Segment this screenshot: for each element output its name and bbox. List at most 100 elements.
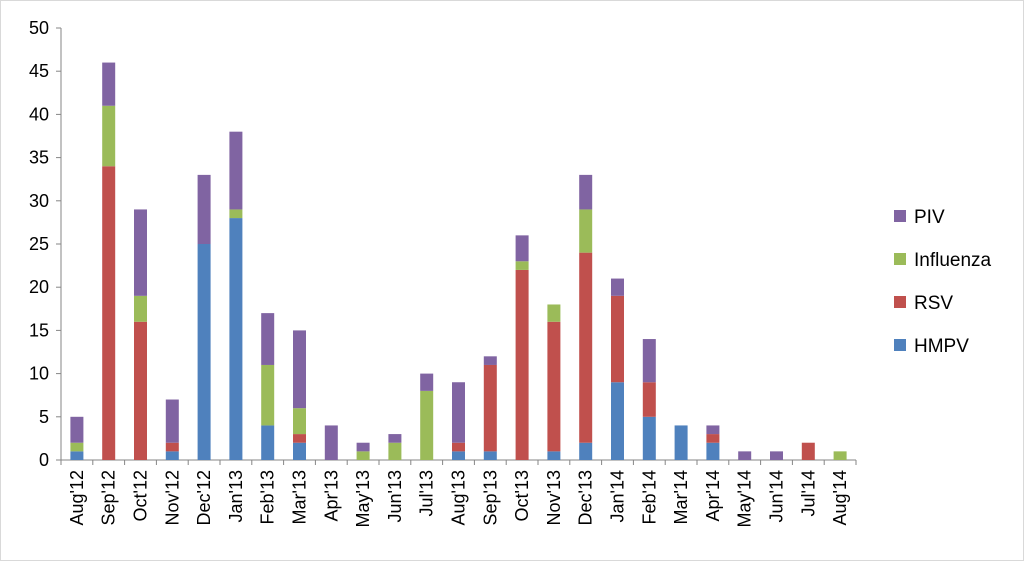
x-tick-label: Aug'14 bbox=[830, 470, 850, 526]
x-tick-label: Dec'13 bbox=[576, 470, 596, 525]
y-tick-label: 50 bbox=[29, 18, 49, 38]
bar-segment-piv bbox=[102, 62, 116, 106]
bar-segment-hmpv bbox=[674, 425, 688, 460]
legend-label-piv: PIV bbox=[914, 207, 945, 228]
x-tick-label: Jun'13 bbox=[385, 470, 405, 522]
bar-segment-rsv bbox=[642, 382, 656, 417]
bar-segment-rsv bbox=[102, 166, 116, 461]
bar-segment-rsv bbox=[611, 295, 624, 383]
y-tick-label: 0 bbox=[39, 450, 49, 470]
x-tick-label: May'13 bbox=[353, 470, 373, 527]
bar-segment-influenza bbox=[134, 295, 147, 322]
bar-segment-hmpv bbox=[579, 442, 593, 460]
bar-segment-piv bbox=[642, 339, 656, 383]
x-tick-label: Sep'13 bbox=[480, 470, 500, 526]
bar-segment-piv bbox=[388, 434, 402, 443]
x-tick-label: Dec'12 bbox=[194, 470, 214, 525]
x-tick-label: Oct'12 bbox=[131, 470, 151, 521]
x-tick-label: May'14 bbox=[735, 470, 755, 527]
bar-segment-hmpv bbox=[197, 244, 211, 460]
x-tick-label: Sep'12 bbox=[99, 470, 119, 526]
bar-segment-piv bbox=[515, 235, 529, 262]
bar-segment-hmpv bbox=[483, 451, 497, 460]
legend-swatch-piv bbox=[894, 210, 906, 222]
y-tick-label: 30 bbox=[29, 191, 49, 211]
bar-segment-influenza bbox=[102, 105, 116, 167]
bar-segment-hmpv bbox=[261, 425, 275, 460]
y-tick-label: 35 bbox=[29, 148, 49, 168]
y-tick-label: 15 bbox=[29, 320, 49, 340]
y-tick-label: 20 bbox=[29, 277, 49, 297]
tick-labels: 0 5 10 15 20 25 30 35 40 45 50 Aug'12 Sep'12 Oct'12 No… bbox=[29, 18, 850, 527]
x-tick-label: Apr'14 bbox=[703, 470, 723, 521]
y-tick-label: 45 bbox=[29, 61, 49, 81]
bar-segment-piv bbox=[356, 442, 370, 452]
bar-segment-piv bbox=[324, 425, 338, 460]
bar-segment-influenza bbox=[579, 209, 593, 253]
x-tick-label: Feb'14 bbox=[639, 470, 659, 524]
bar-segment-rsv bbox=[706, 434, 720, 443]
legend: PIV Influenza RSV HMPV bbox=[894, 207, 992, 357]
bar-segment-piv bbox=[261, 313, 275, 365]
x-tick-label: Jan'14 bbox=[608, 470, 628, 522]
x-tick-label: Feb'13 bbox=[258, 470, 278, 524]
bar-segment-rsv bbox=[134, 321, 147, 460]
x-tick-label: Nov'13 bbox=[544, 470, 564, 525]
x-tick-label: Nov'12 bbox=[162, 470, 182, 525]
x-tick-label: Jun'14 bbox=[767, 470, 787, 522]
bar-segment-piv bbox=[706, 425, 720, 435]
legend-swatch-rsv bbox=[894, 296, 906, 308]
bar-segment-hmpv bbox=[165, 451, 179, 460]
bar-segment-hmpv bbox=[547, 451, 561, 460]
bar-segment-influenza bbox=[547, 304, 561, 322]
y-tick-label: 5 bbox=[39, 407, 49, 427]
bar-segment-rsv bbox=[483, 364, 497, 452]
legend-label-rsv: RSV bbox=[914, 293, 953, 314]
bar-segment-piv bbox=[165, 399, 179, 443]
y-tick-label: 10 bbox=[29, 364, 49, 384]
x-tick-label: Oct'13 bbox=[512, 470, 532, 521]
bar-segment-piv bbox=[197, 174, 211, 244]
bar-segment-influenza bbox=[261, 364, 275, 426]
bar-segment-piv bbox=[293, 330, 306, 409]
y-tick-label: 25 bbox=[29, 234, 49, 254]
bar-segment-piv bbox=[611, 278, 624, 296]
bar-segment-influenza bbox=[420, 390, 434, 460]
legend-label-hmpv: HMPV bbox=[914, 336, 969, 357]
axes bbox=[56, 27, 857, 465]
x-tick-label: Aug'12 bbox=[67, 470, 87, 526]
bar-segment-piv bbox=[134, 209, 147, 296]
x-tick-label: Mar'13 bbox=[290, 470, 310, 524]
bar-segment-piv bbox=[70, 416, 84, 443]
x-tick-label: Apr'13 bbox=[321, 470, 341, 521]
bar-segment-influenza bbox=[833, 451, 847, 460]
legend-swatch-influenza bbox=[894, 253, 906, 265]
bar-segment-rsv bbox=[801, 442, 815, 460]
legend-label-influenza: Influenza bbox=[914, 250, 992, 271]
bar-segment-rsv bbox=[579, 252, 593, 443]
bar-segment-influenza bbox=[515, 261, 529, 270]
bar-segment-influenza bbox=[388, 442, 402, 460]
bar-segment-influenza bbox=[70, 442, 84, 452]
bar-segment-piv bbox=[229, 131, 243, 210]
bar-segment-rsv bbox=[452, 442, 465, 452]
x-tick-label: Jul'13 bbox=[417, 470, 437, 516]
bar-segment-hmpv bbox=[706, 442, 720, 460]
bar-segment-piv bbox=[770, 451, 783, 460]
y-tick-label: 40 bbox=[29, 104, 49, 124]
bar-segment-piv bbox=[420, 373, 434, 391]
legend-swatch-hmpv bbox=[894, 339, 906, 351]
bar-segment-hmpv bbox=[642, 416, 656, 460]
x-tick-label: Mar'14 bbox=[671, 470, 691, 524]
bar-segment-hmpv bbox=[229, 218, 243, 460]
bar-segment-hmpv bbox=[452, 451, 465, 460]
bar-segment-influenza bbox=[293, 408, 306, 435]
bar-segment-rsv bbox=[293, 434, 306, 443]
bar-segment-rsv bbox=[547, 321, 561, 452]
bar-segment-hmpv bbox=[611, 382, 624, 460]
bar-segment-hmpv bbox=[70, 451, 84, 460]
bars bbox=[70, 62, 847, 461]
x-tick-label: Jul'14 bbox=[798, 470, 818, 516]
